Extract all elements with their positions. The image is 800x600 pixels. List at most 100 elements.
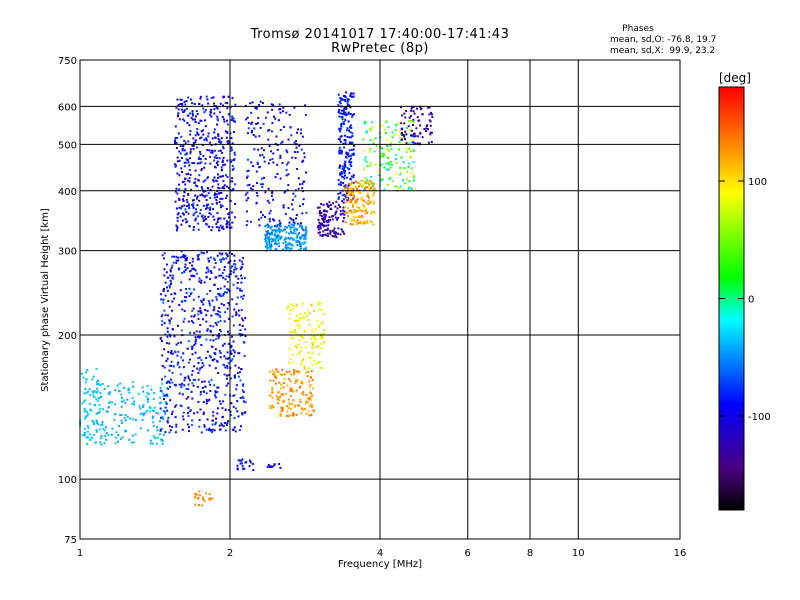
data-point	[160, 416, 163, 419]
data-point	[172, 365, 175, 368]
data-point	[187, 361, 190, 364]
data-point	[214, 276, 217, 279]
data-point	[206, 206, 209, 209]
data-point	[188, 262, 191, 264]
data-point	[203, 166, 206, 169]
data-point	[212, 208, 214, 211]
data-point	[220, 137, 223, 140]
data-point	[341, 168, 344, 170]
data-point	[206, 251, 208, 254]
data-point	[368, 183, 371, 186]
data-point	[304, 330, 306, 333]
data-point	[200, 161, 203, 164]
data-point	[364, 212, 367, 215]
data-point	[217, 386, 220, 389]
data-point	[238, 352, 241, 355]
data-point	[221, 225, 224, 228]
data-point	[352, 92, 355, 95]
data-point	[201, 386, 204, 389]
data-point	[367, 182, 370, 185]
data-point	[192, 267, 195, 270]
data-point	[194, 351, 197, 354]
data-point	[183, 191, 186, 194]
data-point	[228, 187, 230, 190]
data-point	[242, 467, 244, 470]
data-point	[301, 182, 304, 185]
data-point	[350, 199, 353, 201]
data-point	[341, 230, 344, 233]
data-point	[411, 138, 413, 141]
data-point	[207, 399, 210, 402]
data-point	[216, 157, 219, 159]
data-point	[425, 127, 428, 130]
data-point	[216, 118, 219, 120]
data-point	[229, 159, 232, 162]
data-point	[178, 199, 181, 201]
data-point	[279, 466, 282, 469]
data-point	[322, 210, 325, 213]
data-point	[242, 294, 245, 297]
data-point	[288, 221, 291, 224]
data-point	[412, 161, 415, 164]
data-point	[320, 309, 323, 311]
data-point	[324, 228, 327, 231]
data-point	[412, 121, 415, 124]
data-point	[156, 442, 158, 445]
data-point	[213, 112, 216, 115]
data-point	[212, 359, 215, 362]
data-point	[336, 207, 339, 210]
data-point	[173, 335, 176, 338]
data-point	[161, 364, 164, 367]
data-point	[205, 398, 208, 401]
data-point	[202, 129, 205, 132]
data-point	[403, 135, 406, 138]
x-tick-label: 16	[674, 548, 687, 559]
data-point	[120, 396, 123, 399]
data-point	[245, 210, 248, 213]
data-point	[427, 106, 429, 109]
data-point	[95, 391, 98, 394]
data-point	[412, 118, 415, 121]
data-point	[242, 341, 245, 343]
data-point	[199, 408, 202, 411]
data-point	[227, 362, 230, 365]
data-point	[329, 232, 332, 235]
data-point	[268, 232, 271, 235]
data-point	[359, 222, 362, 225]
data-point	[255, 191, 258, 194]
data-point	[218, 294, 221, 297]
data-point	[194, 336, 197, 339]
data-point	[218, 191, 221, 194]
data-point	[189, 270, 191, 273]
data-point	[294, 345, 297, 348]
data-point	[179, 256, 182, 259]
data-point	[381, 124, 384, 127]
data-point	[181, 393, 184, 396]
data-point	[361, 222, 364, 225]
data-point	[369, 139, 372, 142]
data-point	[194, 379, 196, 382]
data-point	[96, 400, 99, 403]
data-point	[352, 205, 354, 208]
data-point	[359, 191, 362, 194]
data-point	[195, 493, 198, 496]
data-point	[208, 364, 211, 367]
data-point	[343, 206, 346, 209]
data-point	[333, 232, 336, 235]
data-point	[185, 296, 188, 299]
data-point	[191, 144, 194, 147]
data-point	[300, 363, 303, 366]
data-point	[288, 347, 291, 350]
data-point	[176, 172, 179, 175]
data-point	[283, 125, 286, 128]
data-point	[229, 149, 232, 152]
data-point	[349, 187, 352, 190]
data-point	[278, 224, 281, 227]
data-point	[296, 353, 299, 356]
data-point	[356, 219, 359, 222]
data-point	[299, 242, 302, 245]
data-point	[387, 161, 390, 164]
data-point	[163, 398, 165, 401]
data-point	[218, 175, 221, 178]
data-point	[339, 205, 341, 208]
